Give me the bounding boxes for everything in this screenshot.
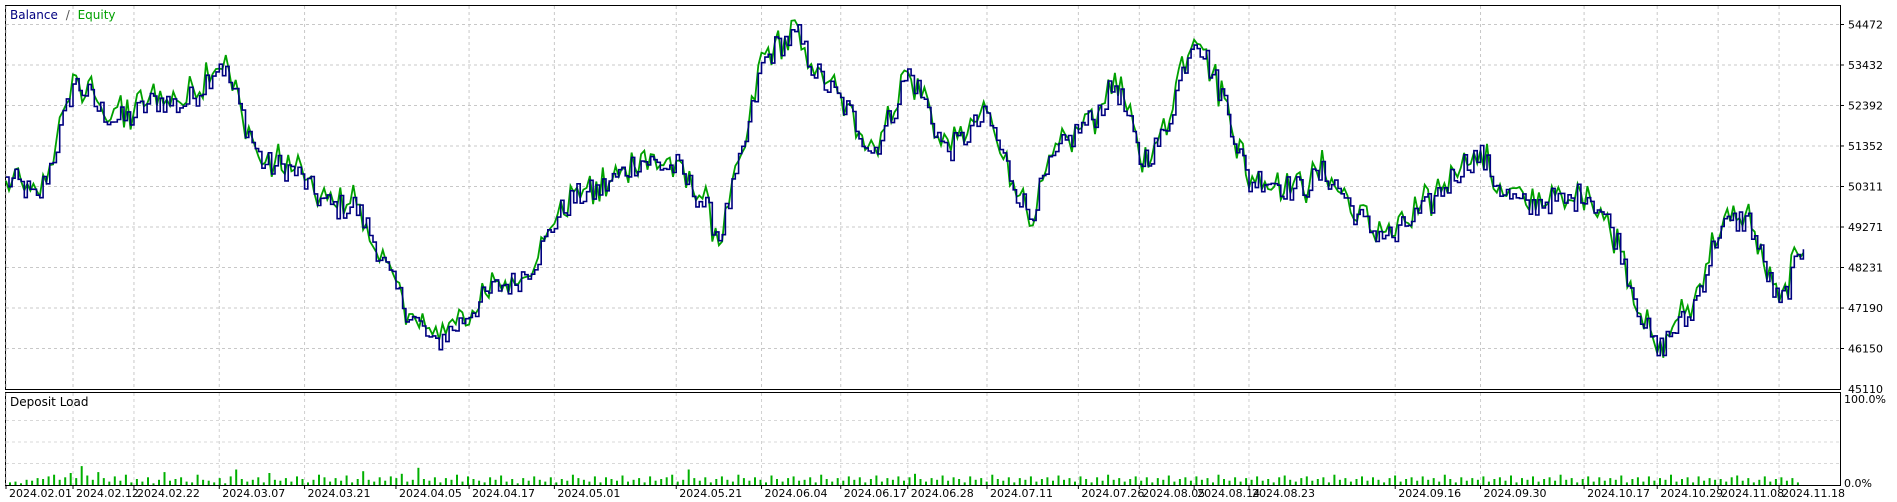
x-tick-label: 2024.05.21 <box>679 487 742 500</box>
x-tick-label: 2024.08.14 <box>1197 487 1260 500</box>
x-tick-label: 2024.02.01 <box>9 487 72 500</box>
x-tick-label: 2024.10.29 <box>1660 487 1723 500</box>
balance-equity-title: Balance / Equity <box>10 8 116 22</box>
balance-equity-panel: 46150 47190 48231 49271 50311 51352 52392 53432… <box>5 5 1883 396</box>
balance-equity-series <box>5 19 1805 358</box>
y-tick-label: 48231 <box>1848 261 1883 274</box>
x-tick-label: 2024.07.11 <box>990 487 1053 500</box>
equity-legend-label: Equity <box>78 8 116 22</box>
x-tick-label: 2024.11.18 <box>1782 487 1845 500</box>
y-tick-label-bottom: 45110 <box>1848 383 1883 396</box>
legend-separator: / <box>66 8 71 22</box>
y-tick-label: 54472 <box>1848 18 1883 31</box>
x-tick-label: 2024.10.17 <box>1587 487 1650 500</box>
y-tick-label: 51352 <box>1848 140 1883 153</box>
y-tick-label: 53432 <box>1848 59 1883 72</box>
y-tick-label: 49271 <box>1848 221 1883 234</box>
deposit-load-plot-frame <box>5 392 1841 486</box>
x-tick-label: 2024.08.05 <box>1142 487 1205 500</box>
x-tick-label: 2024.05.01 <box>557 487 620 500</box>
x-tick-label: 2024.11.08 <box>1721 487 1784 500</box>
x-tick-label: 2024.04.05 <box>399 487 462 500</box>
y-tick-label-top: 100.0% <box>1844 393 1886 406</box>
deposit-load-y-axis: 100.0% 0.0% <box>1844 393 1886 490</box>
x-tick-label: 2024.06.28 <box>911 487 974 500</box>
y-tick-label: 52392 <box>1848 99 1883 112</box>
x-tick-label: 2024.03.21 <box>308 487 371 500</box>
x-tick-label: 2024.02.22 <box>137 487 200 500</box>
x-tick-label: 2024.09.30 <box>1484 487 1547 500</box>
y-tick-label: 47190 <box>1848 302 1883 315</box>
x-tick-label: 2024.04.17 <box>472 487 535 500</box>
x-tick-label: 2024.06.04 <box>765 487 828 500</box>
x-tick-label: 2024.02.12 <box>76 487 139 500</box>
deposit-load-bars <box>9 466 1799 485</box>
balance-line <box>6 24 1805 357</box>
deposit-load-title: Deposit Load <box>10 395 88 409</box>
balance-equity-y-axis: 46150 47190 48231 49271 50311 51352 52392 53432… <box>1840 18 1883 396</box>
y-tick-label: 50311 <box>1848 181 1883 194</box>
x-tick-label: 2024.07.26 <box>1081 487 1144 500</box>
deposit-load-panel: 100.0% 0.0% Deposit Load <box>5 392 1886 490</box>
x-tick-label: 2024.09.16 <box>1398 487 1461 500</box>
y-tick-label-bottom: 0.0% <box>1844 477 1872 490</box>
x-tick-label: 2024.08.23 <box>1252 487 1315 500</box>
balance-equity-grid <box>5 6 1840 389</box>
balance-legend-label: Balance <box>10 8 58 22</box>
x-tick-label: 2024.03.07 <box>222 487 285 500</box>
y-tick-label: 46150 <box>1848 343 1883 356</box>
x-tick-label: 2024.06.17 <box>844 487 907 500</box>
